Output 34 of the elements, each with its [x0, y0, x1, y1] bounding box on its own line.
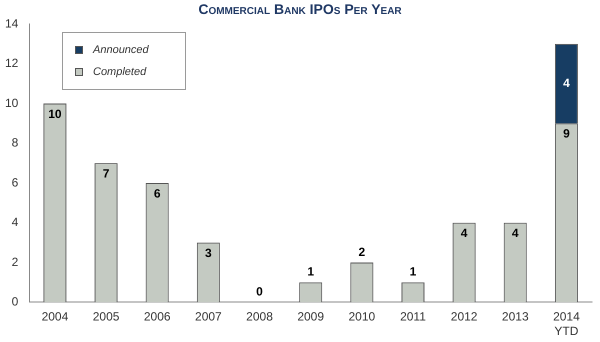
- x-tick-label: 2008: [246, 310, 274, 324]
- x-tick-label: 2006: [144, 310, 171, 324]
- x-tick-label: 2011: [400, 310, 426, 324]
- legend-label: Announced: [93, 44, 149, 56]
- legend-label: Completed: [93, 66, 146, 78]
- x-tick-label: 2007: [195, 310, 222, 324]
- x-tick-label: 2005: [92, 310, 120, 324]
- x-tick-label: 2014 YTD: [553, 310, 580, 338]
- y-tick-label: 12: [4, 56, 19, 70]
- data-label: 0: [256, 284, 264, 299]
- data-label: 1: [410, 264, 417, 279]
- y-tick-label: 14: [4, 16, 19, 30]
- data-label: 4: [563, 76, 570, 90]
- x-tick-label: 2010: [348, 310, 376, 324]
- data-label: 3: [205, 246, 212, 260]
- data-label: 10: [48, 106, 62, 121]
- y-tick-label: 2: [12, 254, 19, 269]
- data-label: 4: [512, 226, 519, 240]
- y-tick-label: 10: [4, 96, 19, 110]
- chart-title: Commercial Bank IPOs Per Year: [197, 1, 403, 17]
- y-tick-label: 8: [12, 136, 19, 150]
- data-label: 9: [563, 126, 570, 141]
- x-tick-label: 2009: [297, 310, 324, 324]
- data-label: 4: [460, 226, 468, 240]
- x-tick-label: 2004: [42, 310, 69, 324]
- data-label: 7: [102, 166, 110, 180]
- data-label: 2: [358, 244, 366, 259]
- data-label: 1: [307, 264, 314, 279]
- data-label: 6: [154, 186, 161, 200]
- y-tick-label: 6: [12, 175, 19, 190]
- x-tick-label: 2012: [450, 310, 478, 324]
- x-tick-label: 2013: [502, 310, 529, 324]
- y-tick-label: 0: [12, 294, 19, 309]
- y-tick-label: 4: [12, 215, 19, 230]
